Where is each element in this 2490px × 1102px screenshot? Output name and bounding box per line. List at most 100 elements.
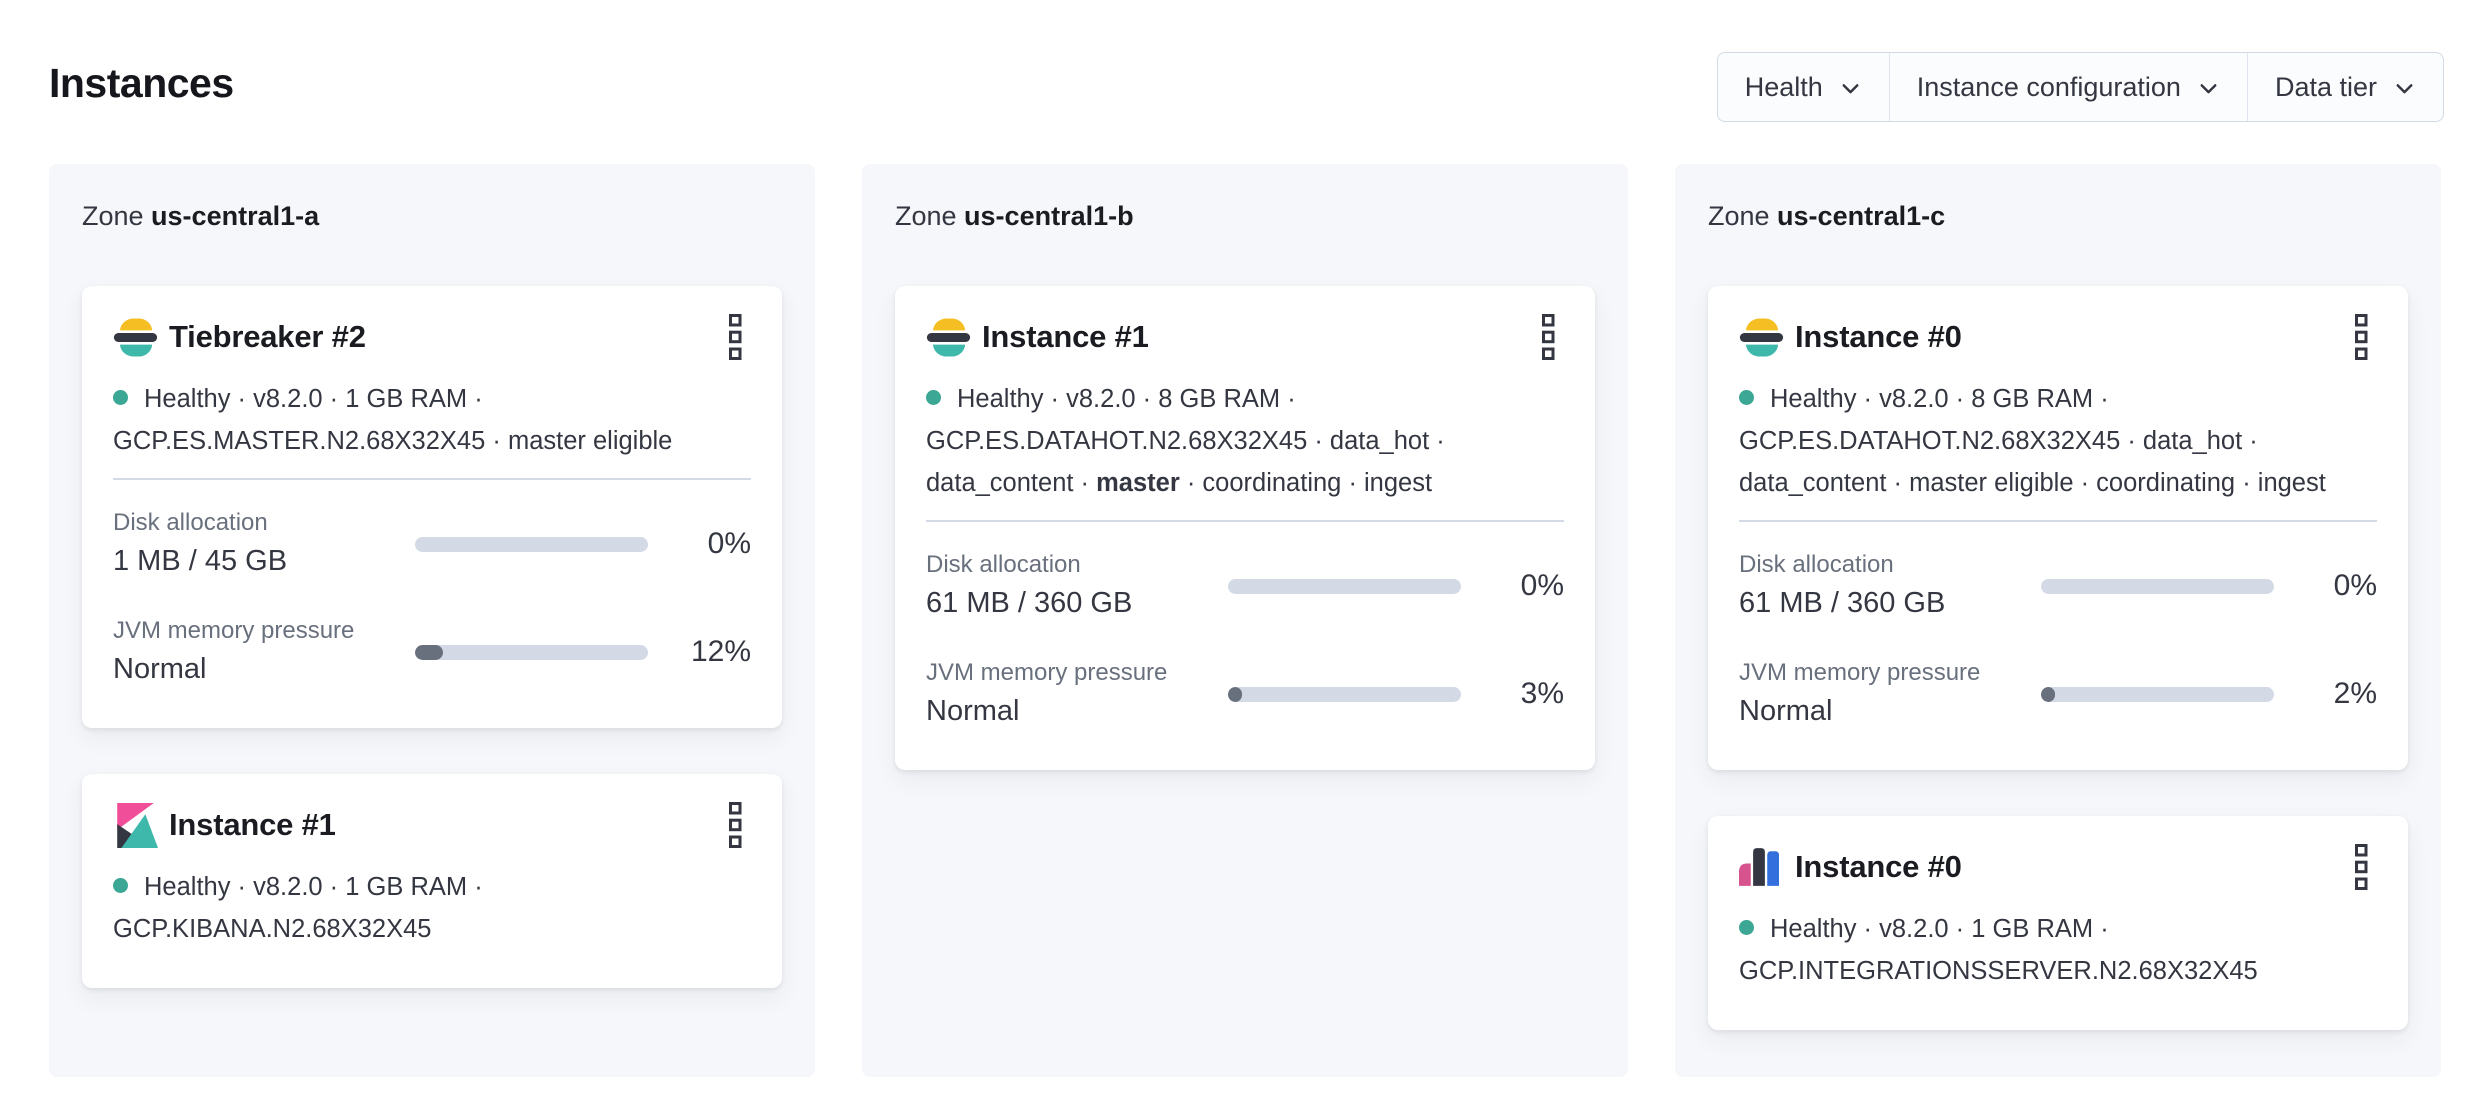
instance-actions-menu-button[interactable] bbox=[725, 802, 745, 848]
meta-text: Healthy · v8.2.0 · 8 GB RAM · bbox=[957, 385, 1296, 413]
metric-percent: 3% bbox=[1520, 677, 1564, 710]
instance-title: Instance #1 bbox=[982, 319, 1149, 354]
meta-text: master bbox=[1096, 469, 1180, 497]
metric-label: Disk allocation bbox=[926, 551, 1081, 578]
progress-bar bbox=[415, 536, 648, 552]
kebab-menu-icon bbox=[2355, 844, 2368, 890]
metric-text-block: Disk allocation 1 MB / 45 GB bbox=[113, 506, 415, 582]
instance-card-header: Instance #1 bbox=[926, 314, 1564, 360]
zone-label-prefix: Zone bbox=[895, 201, 965, 231]
metric-text-block: JVM memory pressure Normal bbox=[113, 614, 415, 690]
filter-button-instance-configuration[interactable]: Instance configuration bbox=[1888, 53, 2247, 121]
metric-percent: 12% bbox=[690, 635, 751, 668]
progress-bar-fill bbox=[2041, 686, 2055, 702]
instance-meta-line: Healthy · v8.2.0 · 1 GB RAM · bbox=[113, 378, 751, 420]
metric-label: Disk allocation bbox=[1739, 551, 1894, 578]
health-status-dot-icon bbox=[1739, 390, 1754, 405]
card-divider bbox=[926, 520, 1564, 522]
instance-meta-line: GCP.ES.DATAHOT.N2.68X32X45 · data_hot · bbox=[1739, 420, 2377, 462]
instance-meta: Healthy · v8.2.0 · 1 GB RAM · GCP.ES.MAST… bbox=[113, 378, 751, 462]
instance-title: Instance #0 bbox=[1795, 319, 1962, 354]
metric-row: Disk allocation 61 MB / 360 GB 0% bbox=[926, 548, 1564, 624]
elasticsearch-logo bbox=[1739, 317, 1787, 358]
kebab-menu-icon bbox=[1542, 314, 1555, 360]
metric-row: JVM memory pressure Normal 3% bbox=[926, 656, 1564, 732]
filter-button-data-tier[interactable]: Data tier bbox=[2246, 53, 2443, 121]
meta-text: · coordinating · ingest bbox=[1179, 469, 1433, 497]
meta-text: Healthy · v8.2.0 · 1 GB RAM · bbox=[144, 385, 483, 413]
metric-text-block: JVM memory pressure Normal bbox=[1739, 656, 2041, 732]
zone-panel-us-central1-c: Zone us-central1-c Instance #0 Healthy ·… bbox=[1675, 164, 2441, 1077]
chevron-down-icon bbox=[2200, 83, 2217, 93]
metric-value: 61 MB / 360 GB bbox=[926, 587, 1133, 619]
instance-card-header: Tiebreaker #2 bbox=[113, 314, 751, 360]
instance-actions-menu-button[interactable] bbox=[2351, 844, 2371, 890]
metric-percent: 0% bbox=[2333, 569, 2377, 602]
metric-row: JVM memory pressure Normal 2% bbox=[1739, 656, 2377, 732]
progress-bar bbox=[1228, 578, 1461, 594]
progress-bar bbox=[2041, 578, 2274, 594]
metric-row: Disk allocation 61 MB / 360 GB 0% bbox=[1739, 548, 2377, 624]
instance-card-header: Instance #0 bbox=[1739, 314, 2377, 360]
instance-meta: Healthy · v8.2.0 · 1 GB RAM · GCP.INTEGRA… bbox=[1739, 908, 2377, 992]
zones-row: Zone us-central1-a Tiebreaker #2 Healthy… bbox=[49, 164, 2441, 1077]
meta-text: Healthy · v8.2.0 · 1 GB RAM · bbox=[1770, 915, 2109, 943]
instance-meta-line: data_content · master · coordinating · i… bbox=[926, 462, 1564, 504]
filter-group: Health Instance configuration Data tier bbox=[1716, 52, 2444, 122]
instance-actions-menu-button[interactable] bbox=[725, 314, 745, 360]
zone-name: us-central1-b bbox=[964, 201, 1134, 231]
instance-title: Instance #0 bbox=[1795, 849, 1962, 884]
metric-value: Normal bbox=[926, 695, 1020, 727]
filter-button-health[interactable]: Health bbox=[1718, 53, 1889, 121]
kibana-logo-icon bbox=[117, 802, 158, 848]
zone-panel-us-central1-a: Zone us-central1-a Tiebreaker #2 Healthy… bbox=[49, 164, 815, 1077]
instance-card: Instance #0 Healthy · v8.2.0 · 1 GB RAM … bbox=[1708, 816, 2408, 1030]
instance-meta: Healthy · v8.2.0 · 8 GB RAM · GCP.ES.DATA… bbox=[1739, 378, 2377, 504]
filter-button-label: Data tier bbox=[2274, 71, 2377, 102]
zone-panel-us-central1-b: Zone us-central1-b Instance #1 Healthy ·… bbox=[862, 164, 1628, 1077]
kebab-menu-icon bbox=[729, 314, 742, 360]
metric-value: Normal bbox=[1739, 695, 1833, 727]
zone-name: us-central1-a bbox=[151, 201, 320, 231]
metric-row: JVM memory pressure Normal 12% bbox=[113, 614, 751, 690]
elasticsearch-logo-icon bbox=[113, 317, 158, 357]
integrations-server-logo bbox=[1739, 848, 1787, 886]
health-status-dot-icon bbox=[113, 390, 128, 405]
metric-text-block: Disk allocation 61 MB / 360 GB bbox=[926, 548, 1228, 624]
elasticsearch-logo bbox=[113, 317, 161, 358]
zone-label-prefix: Zone bbox=[82, 201, 152, 231]
health-status-dot-icon bbox=[926, 390, 941, 405]
meta-text: Healthy · v8.2.0 · 1 GB RAM · bbox=[144, 873, 483, 901]
instance-meta-line: GCP.ES.DATAHOT.N2.68X32X45 · data_hot · bbox=[926, 420, 1564, 462]
instance-title: Tiebreaker #2 bbox=[169, 319, 366, 354]
meta-text: data_content · master eligible · coordin… bbox=[1739, 469, 2326, 497]
meta-text: Healthy · v8.2.0 · 8 GB RAM · bbox=[1770, 385, 2109, 413]
kebab-menu-icon bbox=[729, 802, 742, 848]
instance-meta-line: data_content · master eligible · coordin… bbox=[1739, 462, 2377, 504]
zone-label: Zone us-central1-a bbox=[82, 200, 782, 232]
meta-text: GCP.INTEGRATIONSSERVER.N2.68X32X45 bbox=[1739, 957, 2258, 985]
page-header: Instances Health Instance configuration … bbox=[0, 0, 2490, 122]
zone-name: us-central1-c bbox=[1777, 201, 1946, 231]
metric-label: JVM memory pressure bbox=[1739, 659, 1981, 686]
elasticsearch-logo-icon bbox=[926, 317, 971, 357]
progress-bar bbox=[2041, 686, 2274, 702]
elasticsearch-logo-icon bbox=[1739, 317, 1784, 357]
instance-actions-menu-button[interactable] bbox=[2351, 314, 2371, 360]
instance-meta-line: Healthy · v8.2.0 · 1 GB RAM · bbox=[113, 866, 751, 908]
filter-button-label: Health bbox=[1744, 71, 1823, 102]
metric-label: Disk allocation bbox=[113, 509, 268, 536]
instance-actions-menu-button[interactable] bbox=[1538, 314, 1558, 360]
instance-meta-line: GCP.ES.MASTER.N2.68X32X45 · master eligi… bbox=[113, 420, 751, 462]
instance-card: Instance #0 Healthy · v8.2.0 · 8 GB RAM … bbox=[1708, 286, 2408, 770]
metric-row: Disk allocation 1 MB / 45 GB 0% bbox=[113, 506, 751, 582]
card-divider bbox=[113, 478, 751, 480]
metric-label: JVM memory pressure bbox=[113, 617, 355, 644]
health-status-dot-icon bbox=[1739, 920, 1754, 935]
instance-meta-line: GCP.KIBANA.N2.68X32X45 bbox=[113, 908, 751, 950]
metric-percent: 0% bbox=[1520, 569, 1564, 602]
metric-percent: 2% bbox=[2333, 677, 2377, 710]
metric-value: 61 MB / 360 GB bbox=[1739, 587, 1946, 619]
page-title: Instances bbox=[49, 60, 234, 106]
kebab-menu-icon bbox=[2355, 314, 2368, 360]
